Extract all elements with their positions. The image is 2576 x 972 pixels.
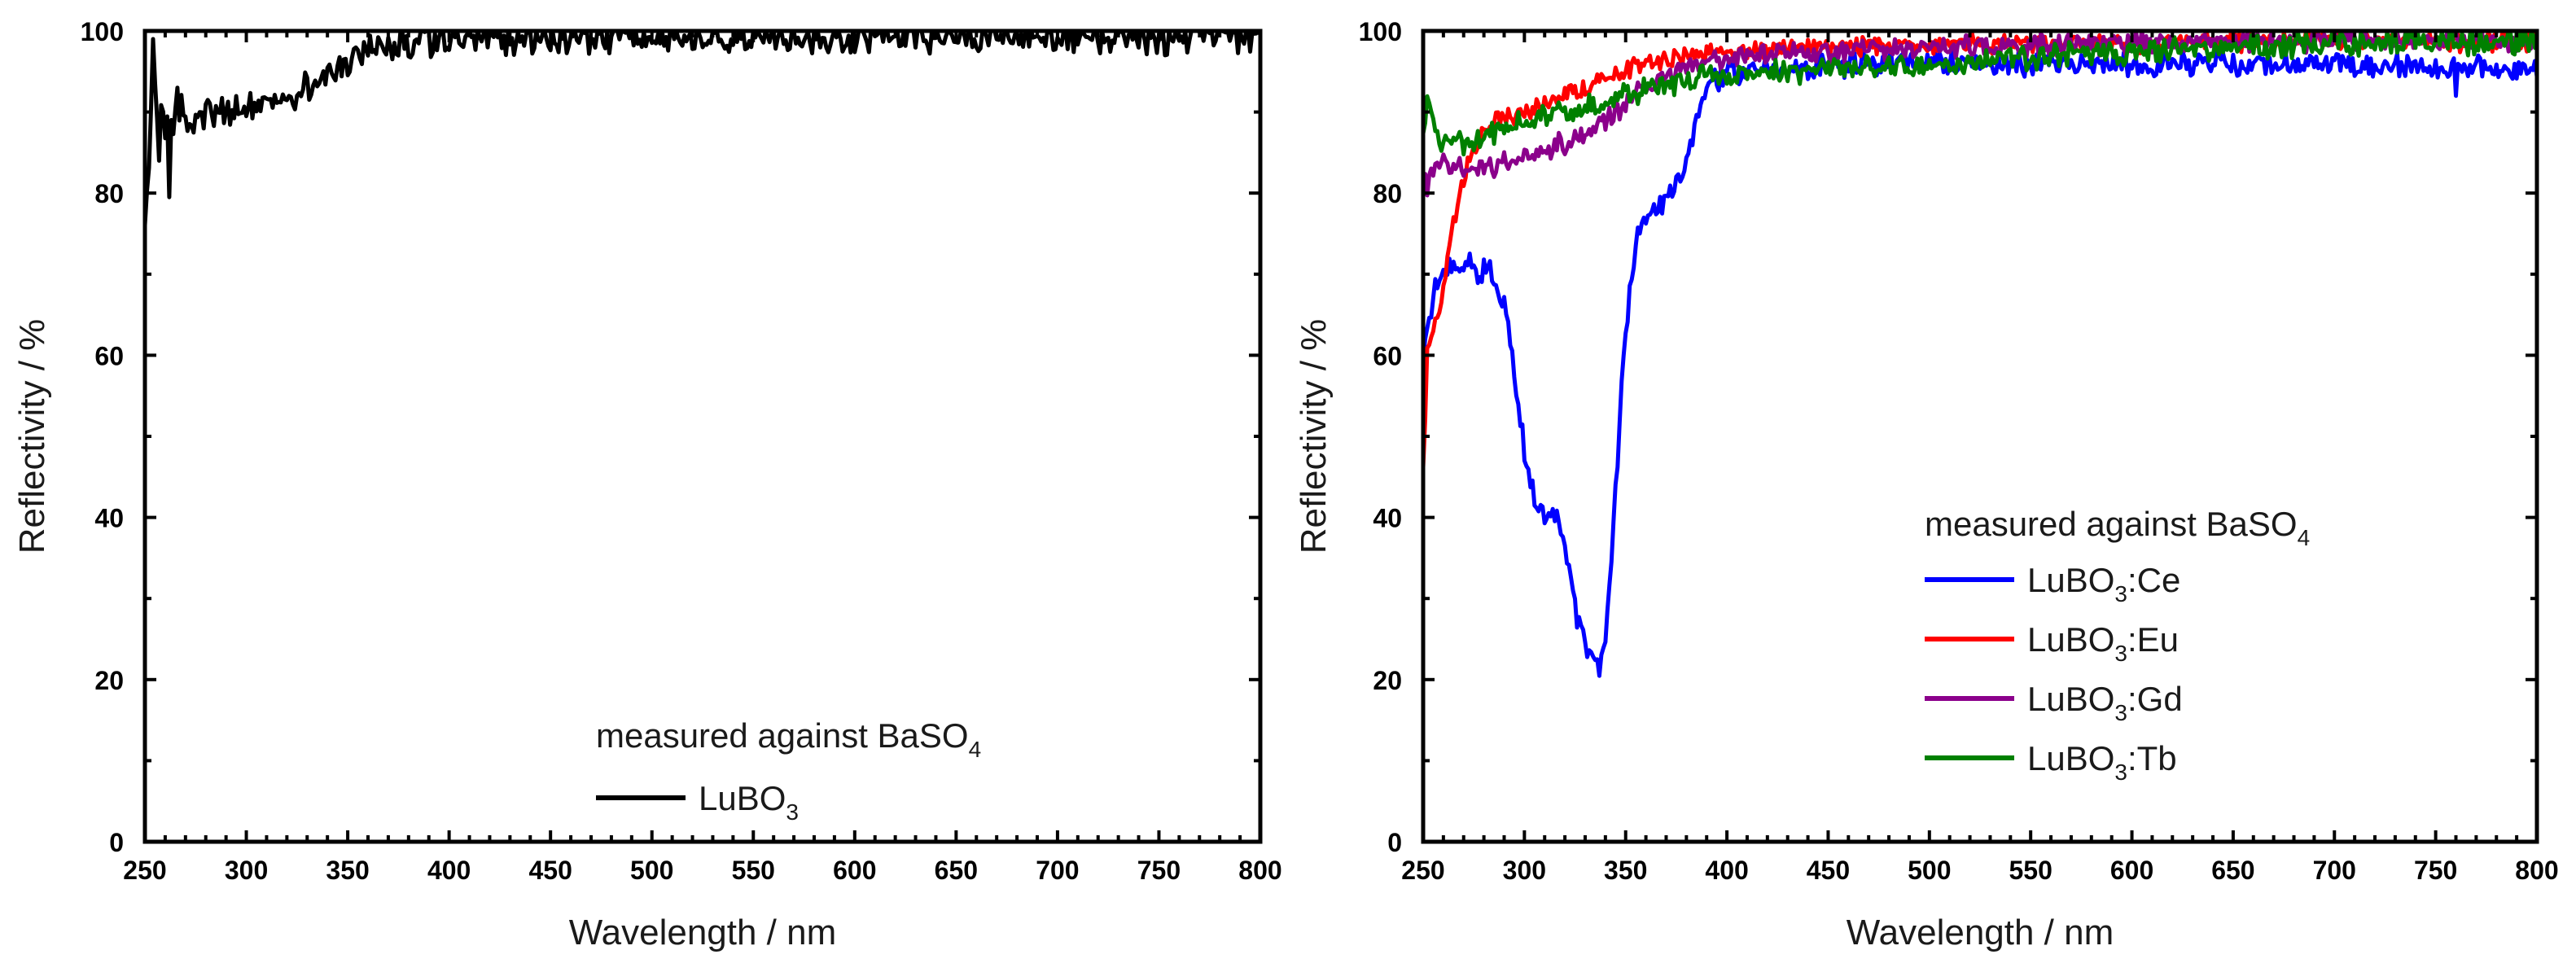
right-x-tick-label: 650 [2211, 856, 2254, 885]
right-y-tick-label: 100 [1359, 17, 1402, 46]
right-y-tick-label: 20 [1373, 666, 1402, 695]
right-x-tick-label: 800 [2515, 856, 2558, 885]
left-legend: measured against BaSO4 LuBO3 [596, 716, 981, 825]
left-series-layer [142, 28, 1263, 225]
right-x-tick-label: 550 [2009, 856, 2052, 885]
left-y-axis-title: Reflectivity / % [12, 319, 52, 554]
right-ticks-layer [1422, 29, 2539, 843]
right-legend-label-ce: LuBO3:Ce [2027, 561, 2180, 606]
right-chart-panel: 250 300 350 400 450 500 550 600 650 700 … [1294, 17, 2559, 952]
left-x-tick-label: 600 [833, 856, 876, 885]
left-x-tick-label: 300 [225, 856, 268, 885]
right-y-tick-label: 60 [1373, 341, 1402, 370]
right-x-tick-label: 600 [2110, 856, 2153, 885]
right-y-tick-label: 0 [1387, 828, 1402, 857]
right-x-tick-label: 400 [1705, 856, 1748, 885]
left-x-tick-label: 500 [630, 856, 673, 885]
left-y-tick-label: 20 [94, 666, 124, 695]
right-y-axis-title: Reflectivity / % [1294, 319, 1334, 554]
left-chart-panel: 250 300 350 400 450 500 550 600 650 700 … [12, 17, 1282, 952]
left-y-tick-label: 40 [94, 504, 124, 533]
left-x-tick-label: 250 [123, 856, 166, 885]
left-x-tick-label: 650 [935, 856, 978, 885]
left-legend-label-lubo3: LuBO3 [699, 779, 799, 825]
right-series-line-lubo3-ce [1421, 48, 2539, 678]
right-series-layer [1421, 28, 2539, 678]
left-x-tick-label: 700 [1036, 856, 1079, 885]
right-legend-label-eu: LuBO3:Eu [2027, 620, 2179, 666]
right-x-tick-label: 500 [1908, 856, 1951, 885]
left-x-tick-label: 450 [528, 856, 572, 885]
right-x-tick-label: 700 [2313, 856, 2356, 885]
right-legend: measured against BaSO4 LuBO3:Ce LuBO3:Eu… [1925, 505, 2310, 785]
right-legend-title: measured against BaSO4 [1925, 505, 2310, 550]
left-y-tick-label: 60 [94, 341, 124, 370]
left-x-tick-label: 350 [326, 856, 369, 885]
right-x-tick-label: 450 [1807, 856, 1850, 885]
right-x-tick-label: 750 [2414, 856, 2457, 885]
right-x-tick-label: 350 [1604, 856, 1647, 885]
left-series-line-lubo3 [142, 28, 1263, 225]
left-ticks-layer [143, 29, 1262, 843]
left-x-tick-label: 550 [732, 856, 775, 885]
right-legend-label-gd: LuBO3:Gd [2027, 680, 2183, 725]
left-legend-title: measured against BaSO4 [596, 716, 981, 762]
left-x-axis-title: Wavelength / nm [569, 913, 837, 952]
left-y-tick-label: 80 [94, 179, 124, 208]
right-y-tick-label: 80 [1373, 179, 1402, 208]
right-series-line-lubo3-gd [1421, 28, 2539, 198]
left-y-tick-label: 100 [81, 17, 124, 46]
left-x-tick-label: 800 [1238, 856, 1281, 885]
left-x-tick-label: 750 [1137, 856, 1181, 885]
right-x-tick-label: 300 [1503, 856, 1546, 885]
right-series-line-lubo3-tb [1421, 28, 2539, 157]
right-legend-label-tb: LuBO3:Tb [2027, 739, 2177, 785]
right-y-tick-label: 40 [1373, 504, 1402, 533]
right-x-axis-title: Wavelength / nm [1847, 913, 2114, 952]
left-x-tick-label: 400 [427, 856, 471, 885]
right-x-tick-label: 250 [1401, 856, 1444, 885]
left-y-tick-label: 0 [109, 828, 124, 857]
